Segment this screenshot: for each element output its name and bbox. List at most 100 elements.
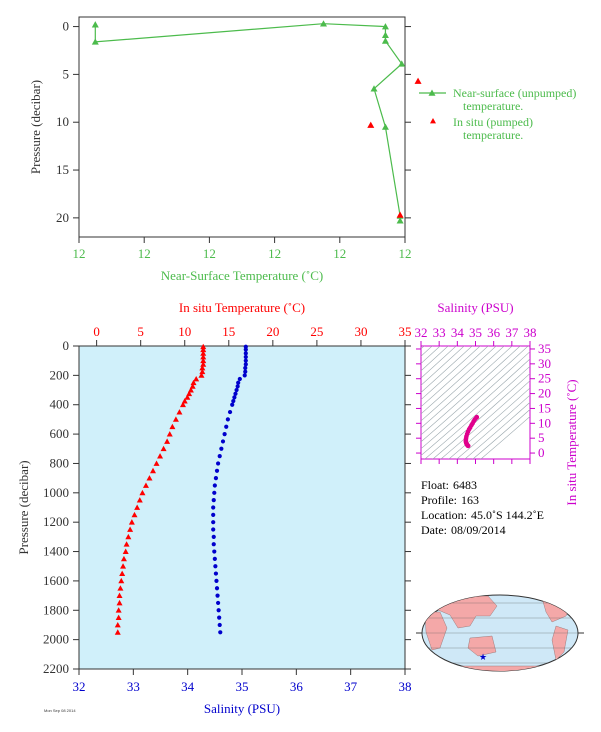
salinity-point (211, 512, 216, 517)
temperature-tick-label: 5 (137, 324, 144, 339)
salinity-point (214, 468, 220, 473)
ts-y-tick-label: 5 (538, 430, 545, 445)
salinity-point (243, 351, 248, 356)
density-contour (448, 387, 530, 459)
date-row: Date: 08/09/2014 (421, 523, 544, 538)
temperature-point (179, 401, 186, 408)
temperature-tick-label: 15 (222, 324, 235, 339)
temperature-point (120, 555, 127, 562)
salinity-tick-label: 34 (181, 679, 195, 694)
salinity-point (217, 622, 222, 628)
near-surface-point (381, 37, 389, 44)
density-contour (421, 346, 529, 443)
temperature-point (189, 383, 196, 389)
temperature-point (139, 489, 146, 496)
near-surface-panel: 0 5 10 15 20 12 12 12 12 12 12 Near-Surface Tempera… (28, 16, 422, 283)
salinity-point (230, 402, 235, 407)
ts-y-tick-label: 25 (538, 371, 551, 386)
land-australia (467, 635, 497, 657)
density-contour (432, 373, 530, 459)
near-surface-point (381, 31, 389, 38)
float-value: 6483 (453, 478, 478, 492)
temperature-point (184, 394, 191, 400)
salinity-point (243, 362, 248, 367)
salinity-point (235, 384, 240, 389)
ts-point (465, 443, 471, 449)
salinity-point (234, 387, 239, 393)
salinity-point (212, 490, 217, 495)
salinity-point (213, 476, 219, 481)
density-contour (421, 346, 465, 386)
temperature-point (116, 592, 123, 598)
salinity-point (243, 354, 248, 360)
footer-stamp: Mon Sep 08 2014 (44, 708, 76, 713)
temperature-point (199, 365, 206, 371)
salinity-point (211, 505, 216, 510)
temperature-point (118, 577, 125, 584)
salinity-point (211, 534, 216, 539)
x-tick-label: 12 (268, 246, 281, 261)
salinity-point (232, 395, 237, 400)
salinity-axis-label: Salinity (PSU) (204, 701, 280, 716)
salinity-point (243, 347, 248, 352)
temperature-point (200, 357, 207, 364)
ts-x-tick-label: 35 (469, 325, 482, 340)
temperature-tick-label: 0 (93, 324, 100, 339)
temperature-point (134, 504, 141, 510)
salinity-point (220, 439, 226, 444)
location-label: Location: (421, 508, 467, 522)
density-contour (440, 380, 530, 459)
location-row: Location: 45.0˚S 144.2˚E (421, 508, 544, 523)
x-tick-label: 12 (73, 246, 86, 261)
y-tick-label: 200 (50, 367, 70, 382)
temperature-axis-label: In situ Temperature (˚C) (179, 300, 305, 315)
ts-y-tick-label: 35 (538, 341, 551, 356)
density-contour (421, 346, 433, 357)
in-situ-point (414, 77, 422, 84)
salinity-point (215, 593, 220, 598)
ts-y-axis-label: In situ Temperature (˚C) (564, 379, 579, 505)
plot-background (78, 345, 406, 670)
ts-y-tick-label: 15 (538, 400, 551, 415)
salinity-tick-label: 36 (290, 679, 304, 694)
salinity-point (214, 586, 220, 591)
near-surface-legend: Near-surface (unpumped)temperature.In si… (419, 86, 576, 142)
density-contour (464, 401, 530, 459)
temperature-point (125, 533, 132, 540)
ts-x-tick-label: 37 (505, 325, 519, 340)
float-info: Float: 6483 Profile: 163 Location: 45.0˚S 1… (421, 478, 544, 538)
salinity-point (211, 527, 216, 532)
salinity-point (218, 630, 223, 635)
temperature-point (128, 519, 135, 525)
salinity-point (237, 376, 242, 382)
salinity-point (212, 556, 217, 561)
salinity-point (212, 549, 217, 554)
float-row: Float: 6483 (421, 478, 544, 493)
world-map: ★ (416, 594, 584, 672)
ts-x-axis-label: Salinity (PSU) (437, 300, 513, 315)
y-axis-label: Pressure (decibar) (28, 80, 43, 174)
y-tick-label: 2000 (43, 632, 69, 647)
salinity-point (216, 608, 221, 613)
y-tick-label: 2200 (43, 661, 69, 676)
y-tick-label: 800 (50, 455, 70, 470)
temperature-point (114, 621, 121, 628)
y-tick-label: 1800 (43, 602, 69, 617)
density-contour (421, 346, 473, 393)
temperature-point (200, 361, 207, 367)
salinity-point (243, 365, 248, 371)
y-tick-label: 10 (56, 114, 69, 129)
temperature-point (160, 445, 167, 452)
salinity-point (227, 409, 233, 415)
salinity-point (214, 578, 219, 584)
legend-in-situ-line2: temperature. (463, 128, 523, 142)
near-surface-point (370, 85, 378, 92)
legend-in-situ-marker (430, 118, 436, 124)
temperature-point (127, 526, 134, 532)
density-contour (421, 358, 530, 456)
ts-x-tick-label: 34 (451, 325, 465, 340)
temperature-point (115, 614, 122, 621)
temperature-point (120, 563, 127, 569)
land-south-america (551, 625, 569, 661)
x-tick-label: 12 (399, 246, 412, 261)
